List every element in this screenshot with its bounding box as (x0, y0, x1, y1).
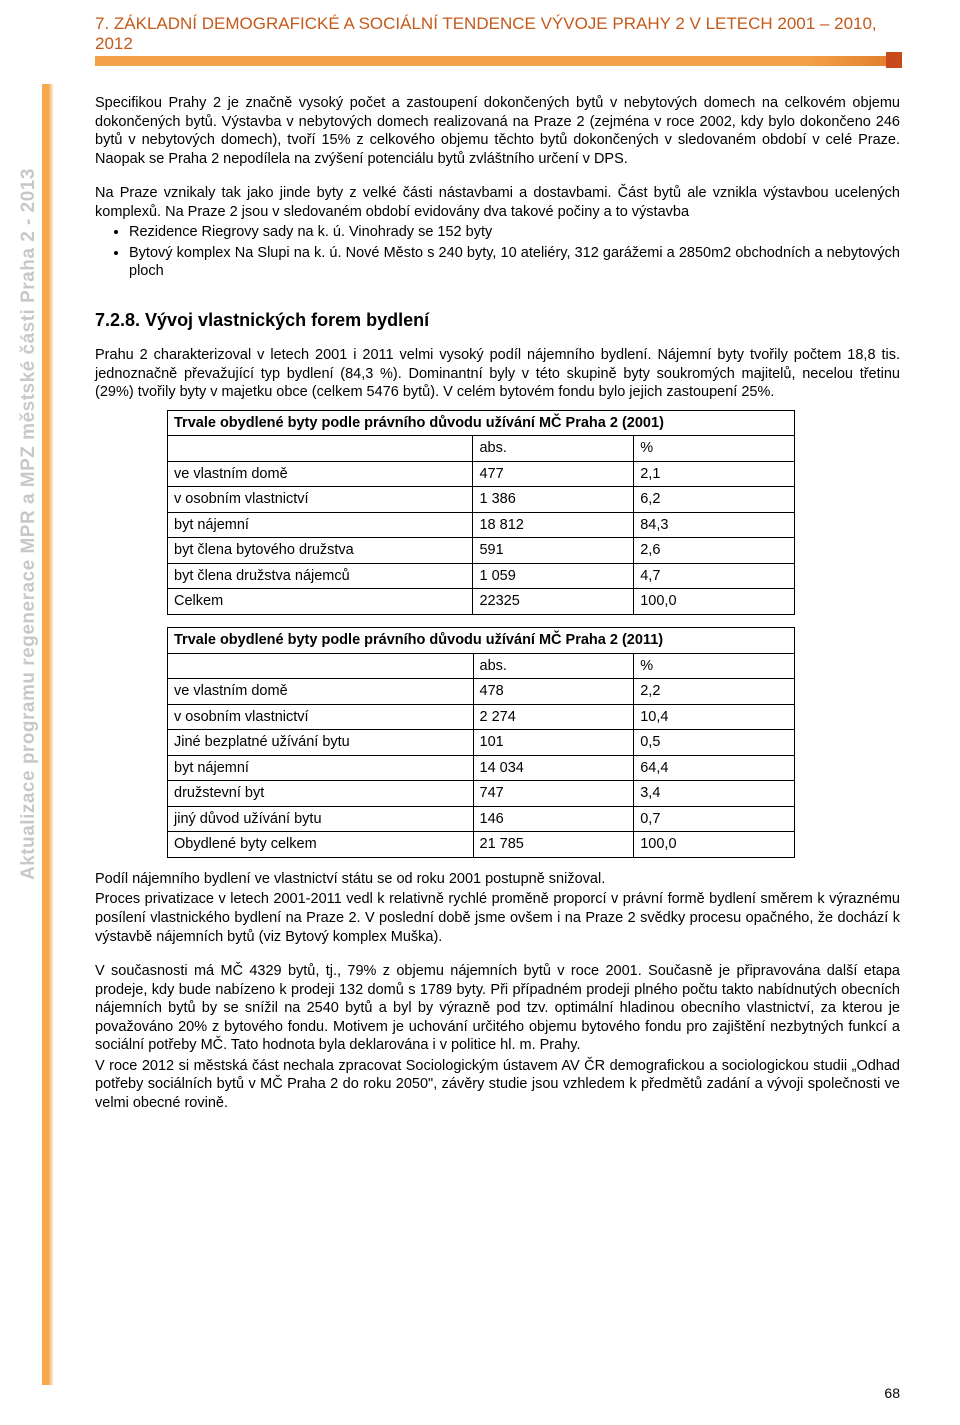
table-cell: byt nájemní (168, 755, 474, 781)
table-head: abs. (473, 653, 634, 679)
table-head: % (634, 436, 795, 462)
table-cell: 21 785 (473, 832, 634, 858)
sidebar-vertical-text: Aktualizace programu regenerace MPR a MP… (18, 168, 40, 880)
table-cell: v osobním vlastnictví (168, 487, 473, 513)
table-cell: 478 (473, 679, 634, 705)
table-cell: byt nájemní (168, 512, 473, 538)
paragraph: Specifikou Prahy 2 je značně vysoký poče… (95, 94, 900, 168)
table-cell: 4,7 (634, 563, 795, 589)
table-cell: 146 (473, 806, 634, 832)
table-cell: 2,1 (634, 461, 795, 487)
table-head (168, 653, 474, 679)
list-item: Rezidence Riegrovy sady na k. ú. Vinohra… (129, 223, 900, 242)
table-cell: jiný důvod užívání bytu (168, 806, 474, 832)
table-cell: 2 274 (473, 704, 634, 730)
table-cell: 100,0 (634, 832, 795, 858)
table-row: Jiné bezplatné užívání bytu1010,5 (168, 730, 795, 756)
table-cell: Celkem (168, 589, 473, 615)
table-cell: 1 386 (473, 487, 634, 513)
table-cell: 477 (473, 461, 634, 487)
page-header-title: 7. ZÁKLADNÍ DEMOGRAFICKÉ A SOCIÁLNÍ TEND… (95, 14, 900, 54)
table-cell: družstevní byt (168, 781, 474, 807)
table-title: Trvale obydlené byty podle právního důvo… (168, 627, 795, 653)
table-row: ve vlastním domě4772,1 (168, 461, 795, 487)
table-cell: Jiné bezplatné užívání bytu (168, 730, 474, 756)
paragraph: Prahu 2 charakterizoval v letech 2001 i … (95, 346, 900, 402)
paragraph: Proces privatizace v letech 2001-2011 ve… (95, 890, 900, 946)
table-row: v osobním vlastnictví1 3866,2 (168, 487, 795, 513)
table-row: jiný důvod užívání bytu1460,7 (168, 806, 795, 832)
table-cell: v osobním vlastnictví (168, 704, 474, 730)
list-item: Bytový komplex Na Slupi na k. ú. Nové Mě… (129, 244, 900, 281)
header-rule (95, 56, 900, 66)
page-number: 68 (884, 1385, 900, 1401)
section-heading: 7.2.8. Vývoj vlastnických forem bydlení (95, 309, 900, 332)
table-cell: 747 (473, 781, 634, 807)
table-cell: 101 (473, 730, 634, 756)
table-row: Obydlené byty celkem21 785100,0 (168, 832, 795, 858)
table-row: byt nájemní18 81284,3 (168, 512, 795, 538)
bullet-list: Rezidence Riegrovy sady na k. ú. Vinohra… (95, 223, 900, 281)
table-row: byt člena družstva nájemců1 0594,7 (168, 563, 795, 589)
table-cell: 64,4 (634, 755, 795, 781)
table-cell: 22325 (473, 589, 634, 615)
table-cell: 14 034 (473, 755, 634, 781)
paragraph: V současnosti má MČ 4329 bytů, tj., 79% … (95, 962, 900, 1055)
left-accent-bar (42, 84, 54, 1385)
table-ownership-2011: Trvale obydlené byty podle právního důvo… (167, 627, 795, 858)
table-title: Trvale obydlené byty podle právního důvo… (168, 410, 795, 436)
table-cell: byt člena družstva nájemců (168, 563, 473, 589)
table-cell: 1 059 (473, 563, 634, 589)
table-cell: ve vlastním domě (168, 461, 473, 487)
table-cell: 6,2 (634, 487, 795, 513)
table-cell: 18 812 (473, 512, 634, 538)
table-cell: 84,3 (634, 512, 795, 538)
table-ownership-2001: Trvale obydlené byty podle právního důvo… (167, 410, 795, 615)
table-cell: byt člena bytového družstva (168, 538, 473, 564)
table-cell: 0,7 (634, 806, 795, 832)
table-row: ve vlastním domě4782,2 (168, 679, 795, 705)
table-cell: ve vlastním domě (168, 679, 474, 705)
table-cell: Obydlené byty celkem (168, 832, 474, 858)
table-row: byt člena bytového družstva5912,6 (168, 538, 795, 564)
table-cell: 2,2 (634, 679, 795, 705)
table-cell: 10,4 (634, 704, 795, 730)
table-cell: 3,4 (634, 781, 795, 807)
table-cell: 2,6 (634, 538, 795, 564)
document-page: 7. ZÁKLADNÍ DEMOGRAFICKÉ A SOCIÁLNÍ TEND… (0, 0, 960, 1425)
table-cell: 591 (473, 538, 634, 564)
paragraph: V roce 2012 si městská část nechala zpra… (95, 1057, 900, 1113)
table-head: abs. (473, 436, 634, 462)
table-row: v osobním vlastnictví2 27410,4 (168, 704, 795, 730)
table-row: Celkem22325100,0 (168, 589, 795, 615)
table-cell: 0,5 (634, 730, 795, 756)
table-head (168, 436, 473, 462)
table-row: byt nájemní14 03464,4 (168, 755, 795, 781)
table-cell: 100,0 (634, 589, 795, 615)
table-row: družstevní byt7473,4 (168, 781, 795, 807)
paragraph: Na Praze vznikaly tak jako jinde byty z … (95, 184, 900, 221)
paragraph: Podíl nájemního bydlení ve vlastnictví s… (95, 870, 900, 889)
body-content: Specifikou Prahy 2 je značně vysoký poče… (95, 66, 900, 1112)
table-head: % (634, 653, 795, 679)
